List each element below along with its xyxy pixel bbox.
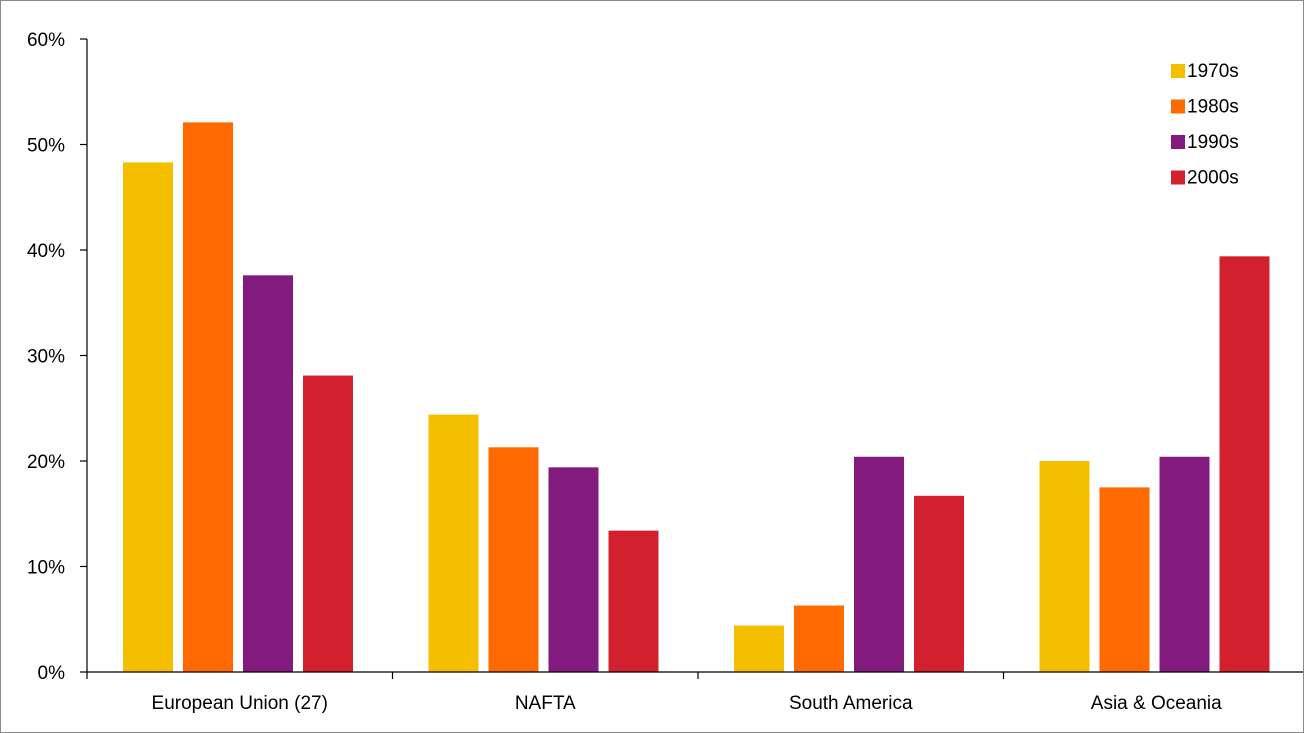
- legend-swatch-1990s: [1171, 135, 1185, 149]
- bar-1980s-0: [183, 122, 233, 673]
- bar-1970s-2: [734, 625, 784, 672]
- legend-label-1980s: 1980s: [1187, 97, 1239, 118]
- legend-label-1990s: 1990s: [1187, 132, 1239, 153]
- bar-1970s-1: [428, 414, 479, 672]
- bar-1970s-0: [123, 162, 173, 672]
- bar-1980s-2: [794, 605, 844, 672]
- y-tick-label: 60%: [27, 30, 65, 51]
- bar-1980s-1: [488, 447, 539, 672]
- plot-area: [123, 122, 1270, 673]
- bar-1990s-1: [548, 467, 599, 672]
- bar-2000s-0: [303, 375, 353, 672]
- y-axis: 0% 10% 20% 30% 40% 50% 60%: [27, 30, 88, 684]
- y-tick-label: 0%: [38, 663, 66, 684]
- y-tick-label: 20%: [27, 452, 65, 473]
- x-axis: European Union (27) NAFTA South America Asi…: [86, 671, 1303, 714]
- bar-1990s-2: [854, 456, 904, 672]
- legend-swatch-2000s: [1171, 170, 1185, 185]
- y-tick-label: 10%: [27, 558, 65, 579]
- x-category-label: European Union (27): [152, 693, 328, 714]
- x-category-label: Asia & Oceania: [1091, 693, 1222, 714]
- legend-swatch-1980s: [1171, 99, 1185, 114]
- bar-2000s-3: [1219, 256, 1270, 672]
- legend: 1970s 1980s 1990s 2000s: [1171, 61, 1239, 189]
- bar-1990s-0: [243, 275, 293, 672]
- y-tick-label: 30%: [27, 347, 65, 368]
- legend-label-1970s: 1970s: [1187, 61, 1239, 82]
- bar-2000s-2: [914, 495, 964, 672]
- legend-swatch-1970s: [1171, 64, 1185, 78]
- bar-1990s-3: [1159, 456, 1210, 672]
- bar-1980s-3: [1099, 487, 1150, 672]
- legend-label-2000s: 2000s: [1187, 168, 1239, 189]
- x-category-label: South America: [789, 693, 913, 714]
- bar-1970s-3: [1039, 461, 1090, 672]
- y-tick-label: 50%: [27, 136, 65, 157]
- bar-2000s-1: [608, 530, 659, 672]
- y-tick-label: 40%: [27, 241, 65, 262]
- x-category-label: NAFTA: [515, 693, 576, 714]
